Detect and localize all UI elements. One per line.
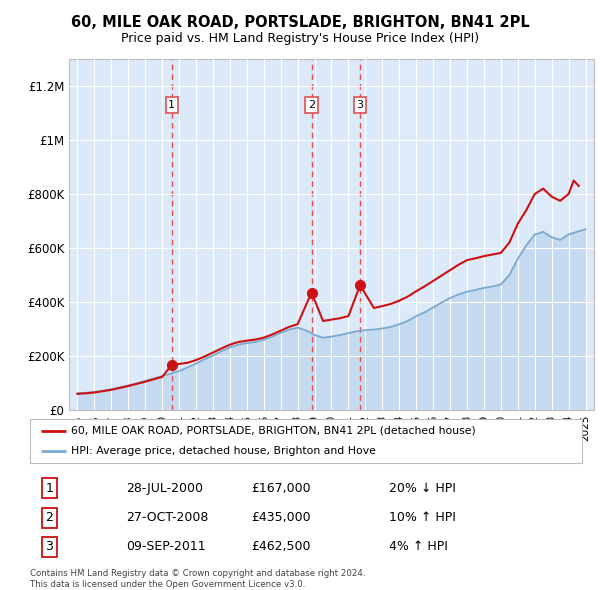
Text: 60, MILE OAK ROAD, PORTSLADE, BRIGHTON, BN41 2PL: 60, MILE OAK ROAD, PORTSLADE, BRIGHTON, … (71, 15, 529, 30)
Text: 2: 2 (308, 100, 315, 110)
Text: 3: 3 (46, 540, 53, 553)
Text: 1: 1 (46, 482, 53, 495)
Text: 20% ↓ HPI: 20% ↓ HPI (389, 482, 455, 495)
Text: 3: 3 (356, 100, 364, 110)
Text: Price paid vs. HM Land Registry's House Price Index (HPI): Price paid vs. HM Land Registry's House … (121, 32, 479, 45)
Text: 28-JUL-2000: 28-JUL-2000 (127, 482, 203, 495)
Text: 2: 2 (46, 511, 53, 525)
Text: Contains HM Land Registry data © Crown copyright and database right 2024.
This d: Contains HM Land Registry data © Crown c… (30, 569, 365, 589)
Text: 1: 1 (168, 100, 175, 110)
Text: 09-SEP-2011: 09-SEP-2011 (127, 540, 206, 553)
Text: 27-OCT-2008: 27-OCT-2008 (127, 511, 209, 525)
Text: 10% ↑ HPI: 10% ↑ HPI (389, 511, 455, 525)
Text: 60, MILE OAK ROAD, PORTSLADE, BRIGHTON, BN41 2PL (detached house): 60, MILE OAK ROAD, PORTSLADE, BRIGHTON, … (71, 426, 476, 436)
Text: £462,500: £462,500 (251, 540, 310, 553)
Text: HPI: Average price, detached house, Brighton and Hove: HPI: Average price, detached house, Brig… (71, 446, 376, 456)
Text: 4% ↑ HPI: 4% ↑ HPI (389, 540, 448, 553)
Text: £435,000: £435,000 (251, 511, 310, 525)
Text: £167,000: £167,000 (251, 482, 310, 495)
